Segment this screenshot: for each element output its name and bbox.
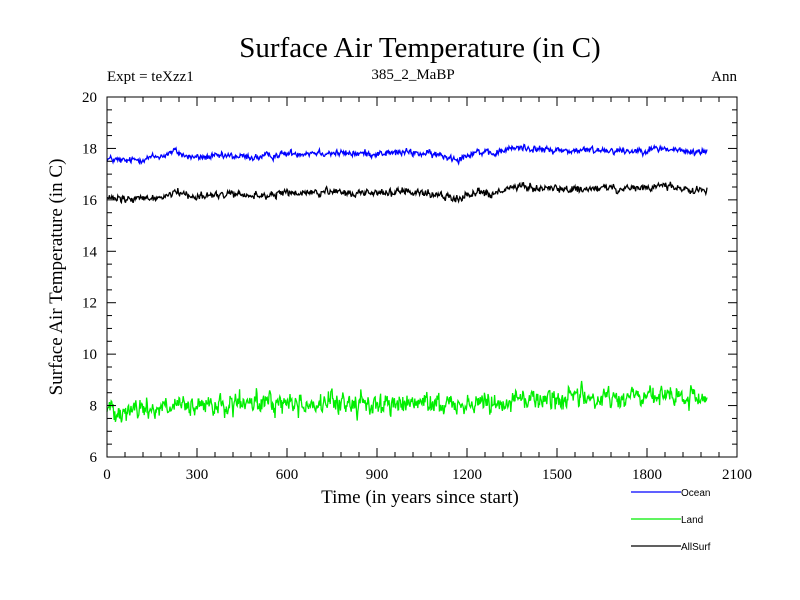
y-tick-label: 6	[90, 450, 98, 466]
season-label: Ann	[711, 69, 737, 85]
series-layer	[106, 143, 708, 423]
legend-label-land: Land	[681, 515, 703, 526]
series-line-allsurf	[106, 181, 708, 205]
legend-label-ocean: Ocean	[681, 488, 710, 499]
y-axis-label: Surface Air Temperature (in C)	[46, 159, 67, 396]
y-tick-label: 20	[82, 90, 97, 106]
y-tick-label: 10	[82, 347, 97, 363]
period-label: 385_2_MaBP	[371, 67, 454, 83]
y-tick-label: 8	[90, 399, 98, 415]
x-tick-label: 900	[366, 467, 389, 483]
x-tick-label: 300	[186, 467, 209, 483]
x-tick-label: 1200	[452, 467, 482, 483]
y-tick-label: 14	[82, 244, 98, 260]
series-line-land	[106, 380, 708, 423]
x-tick-label: 0	[103, 467, 111, 483]
ticks-layer: 0 300 600 900 1200 1500 1800 2100 6 8 10 12 14 16 18 20	[82, 90, 752, 483]
x-tick-label: 600	[276, 467, 299, 483]
x-tick-label: 1800	[632, 467, 662, 483]
x-axis-label: Time (in years since start)	[321, 487, 519, 508]
plot-frame	[106, 96, 738, 458]
experiment-label: Expt = teXzz1	[107, 69, 194, 85]
series-line-ocean	[106, 143, 708, 166]
legend: Ocean Land AllSurf	[631, 488, 711, 553]
y-tick-label: 18	[82, 141, 97, 157]
x-tick-label: 2100	[722, 467, 752, 483]
y-tick-label: 12	[82, 296, 97, 312]
legend-label-allsurf: AllSurf	[681, 542, 711, 553]
y-tick-label: 16	[82, 193, 98, 209]
chart-title: Surface Air Temperature (in C)	[239, 32, 600, 64]
x-tick-label: 1500	[542, 467, 572, 483]
